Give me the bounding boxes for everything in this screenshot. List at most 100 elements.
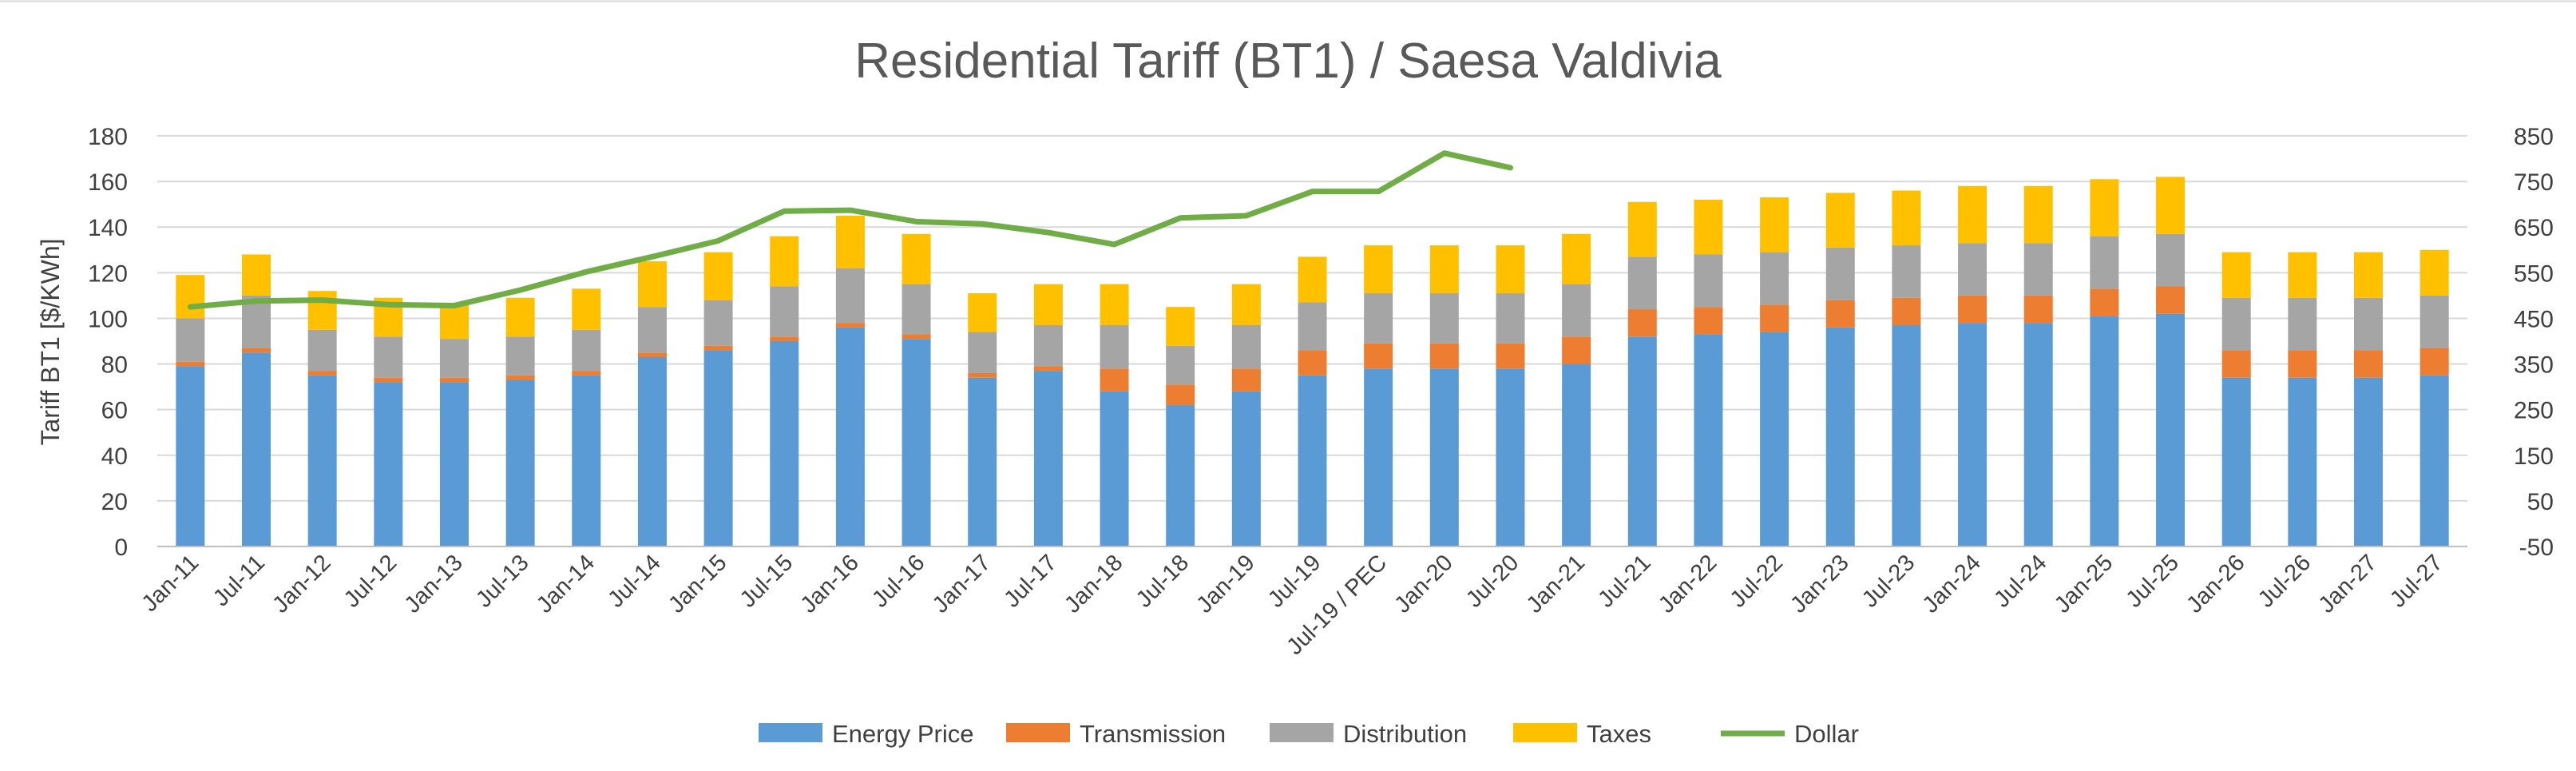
- bar-taxes: [572, 288, 601, 330]
- dollar-line: [187, 150, 1513, 310]
- bar-taxes: [1562, 233, 1591, 284]
- bar-transmission: [1825, 300, 1855, 328]
- bar-transmission: [703, 345, 733, 351]
- bar-distribution: [1100, 325, 1129, 369]
- bar-distribution: [1298, 302, 1327, 351]
- legend-label: Energy Price: [832, 720, 973, 748]
- bar-transmission: [1033, 366, 1063, 372]
- y2-tick-label: 450: [2514, 306, 2554, 332]
- y-tick-label: 40: [101, 443, 128, 470]
- bar-energy-price: [1892, 325, 1921, 546]
- bar-taxes: [1166, 307, 1195, 346]
- legend-label: Transmission: [1080, 720, 1226, 748]
- bar-distribution: [1627, 256, 1657, 310]
- legend-swatch: [1270, 723, 1334, 742]
- bar-transmission: [1694, 307, 1723, 335]
- bar-taxes: [2023, 185, 2053, 244]
- bar-taxes: [2419, 249, 2449, 296]
- bar-transmission: [1166, 384, 1195, 405]
- bar-taxes: [1429, 245, 1459, 294]
- bar-energy-price: [2288, 377, 2317, 546]
- y-tick-label: 160: [88, 169, 128, 196]
- legend-swatch: [1006, 723, 1070, 742]
- bar-taxes: [1033, 284, 1063, 326]
- legend-swatch: [759, 723, 822, 742]
- bar-distribution: [572, 329, 601, 372]
- bar-distribution: [307, 329, 337, 372]
- bar-energy-price: [1958, 323, 1987, 546]
- y2-tick-label: -50: [2519, 535, 2554, 561]
- bar-taxes: [637, 261, 667, 308]
- y2-tick-label: 850: [2514, 124, 2554, 150]
- bar-transmission: [241, 348, 271, 353]
- bar-taxes: [505, 297, 535, 337]
- bar-energy-price: [1562, 364, 1591, 546]
- legend-label: Distribution: [1343, 720, 1467, 748]
- bar-energy-price: [1100, 391, 1129, 546]
- bar-transmission: [505, 375, 535, 380]
- bar-distribution: [2090, 236, 2119, 289]
- bars: [176, 177, 2449, 546]
- bar-energy-price: [439, 382, 469, 546]
- bar-transmission: [1627, 309, 1657, 337]
- secondary-y-axis-ticks: -50 50 150 250 350 450 550 650 750 850: [2514, 124, 2554, 561]
- bar-distribution: [1496, 293, 1525, 344]
- y2-tick-label: 250: [2514, 398, 2554, 424]
- bar-energy-price: [1298, 375, 1327, 546]
- bar-distribution: [1429, 293, 1459, 344]
- bar-distribution: [2156, 233, 2186, 287]
- bar-transmission: [835, 323, 865, 328]
- bar-distribution: [505, 336, 535, 376]
- bar-energy-price: [374, 382, 403, 546]
- bar-energy-price: [1627, 336, 1657, 546]
- bar-energy-price: [1231, 391, 1261, 546]
- bar-transmission: [2023, 295, 2053, 324]
- bar-distribution: [1760, 252, 1789, 305]
- bar-distribution: [176, 318, 205, 362]
- bar-energy-price: [505, 380, 535, 546]
- bar-taxes: [1825, 193, 1855, 248]
- bar-energy-price: [2354, 377, 2384, 546]
- bar-taxes: [176, 275, 205, 319]
- bar-transmission: [1231, 368, 1261, 391]
- bar-energy-price: [770, 341, 799, 546]
- bar-taxes: [1694, 199, 1723, 255]
- bar-taxes: [307, 291, 337, 330]
- bar-taxes: [1892, 190, 1921, 246]
- bar-energy-price: [2156, 313, 2186, 546]
- bar-transmission: [637, 352, 667, 357]
- bar-energy-price: [2090, 316, 2119, 546]
- y-tick-label: 0: [114, 535, 128, 561]
- y2-tick-label: 650: [2514, 215, 2554, 241]
- bar-transmission: [374, 377, 403, 383]
- dollar-line-layer: [187, 150, 1513, 310]
- bar-taxes: [1496, 245, 1525, 294]
- bar-energy-price: [2221, 377, 2251, 546]
- bar-distribution: [1958, 243, 1987, 296]
- bar-distribution: [1231, 325, 1261, 369]
- bar-distribution: [703, 300, 733, 346]
- bar-transmission: [2156, 286, 2186, 314]
- bar-distribution: [2288, 297, 2317, 351]
- bar-energy-price: [835, 327, 865, 546]
- bar-transmission: [439, 377, 469, 383]
- bar-taxes: [2354, 252, 2384, 298]
- bar-transmission: [1364, 343, 1393, 369]
- bar-energy-price: [1429, 368, 1459, 546]
- bar-energy-price: [968, 377, 997, 546]
- bar-transmission: [1562, 336, 1591, 364]
- bar-energy-price: [572, 375, 601, 546]
- bar-distribution: [637, 307, 667, 353]
- bar-transmission: [2221, 350, 2251, 378]
- bar-taxes: [902, 233, 931, 284]
- bar-transmission: [572, 371, 601, 376]
- bar-taxes: [1958, 185, 1987, 244]
- bar-transmission: [1760, 304, 1789, 332]
- bar-energy-price: [1760, 332, 1789, 546]
- bar-taxes: [1627, 201, 1657, 257]
- bar-distribution: [835, 268, 865, 324]
- bar-transmission: [1892, 297, 1921, 326]
- bar-energy-price: [1166, 404, 1195, 546]
